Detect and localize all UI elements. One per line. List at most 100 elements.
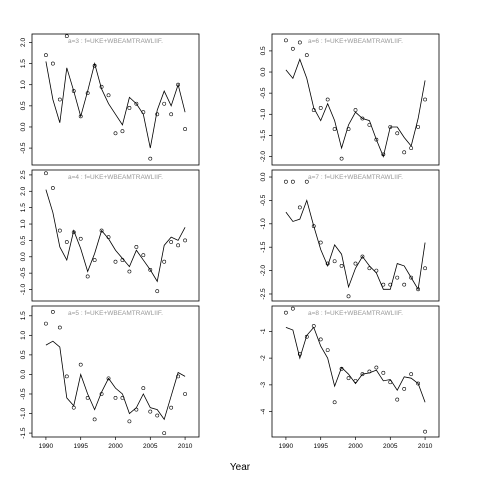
observed-point xyxy=(339,366,344,371)
observed-point xyxy=(318,337,323,342)
y-tick-label: 1.0 xyxy=(20,80,27,89)
observed-point xyxy=(57,325,62,330)
observed-point xyxy=(290,46,295,51)
observed-point xyxy=(402,150,407,155)
observed-point xyxy=(44,53,48,58)
observed-point xyxy=(162,259,167,264)
observed-point xyxy=(169,240,174,244)
observed-point xyxy=(367,122,372,127)
observed-point xyxy=(388,125,393,129)
y-tick-label: -1.5 xyxy=(260,129,267,141)
observed-point xyxy=(99,228,104,233)
y-tick-label: -1.5 xyxy=(20,427,27,439)
observed-point xyxy=(148,409,153,414)
observed-point xyxy=(176,82,181,87)
observed-point xyxy=(304,53,309,58)
observed-point xyxy=(353,378,358,383)
observed-point xyxy=(381,370,386,375)
observed-point xyxy=(395,275,400,280)
panel-frame xyxy=(31,33,200,166)
y-tick-label: -2.5 xyxy=(260,288,267,300)
panel-2: a=6 : f=UKE+WBEAMTRAWLIIF. 0.5 0.0 -0.5 -1.0… xyxy=(260,33,440,166)
observed-point xyxy=(325,261,330,266)
observed-point xyxy=(134,407,139,412)
fitted-line xyxy=(285,199,426,291)
observed-point xyxy=(402,282,407,287)
panel-6: a=8 : f=UKE+WBEAMTRAWLIIF. -1 -2 -3 -4 1990 19… xyxy=(260,305,440,450)
observed-point xyxy=(183,238,187,243)
observed-point xyxy=(127,106,132,110)
x-tick-label: 1990 xyxy=(39,443,54,450)
observed-point xyxy=(311,224,316,229)
observed-point xyxy=(92,63,97,68)
panel-title: a=4 : f=UKE+WBEAMTRAWLIIF. xyxy=(68,174,163,181)
y-tick-label: 2.5 xyxy=(20,170,27,179)
observed-point xyxy=(183,392,187,396)
observed-point xyxy=(71,405,76,410)
y-tick-label: 0.0 xyxy=(20,122,27,131)
panel-title: a=7 : f=UKE+WBEAMTRAWLIIF. xyxy=(308,174,403,181)
observed-point xyxy=(78,236,83,241)
y-tick-label: -1.5 xyxy=(260,241,267,253)
observed-point xyxy=(134,245,139,249)
y-tick-label: -0.5 xyxy=(20,267,27,279)
observed-point xyxy=(339,264,344,268)
y-tick-label: 1.0 xyxy=(20,219,27,228)
observed-point xyxy=(353,108,358,112)
observed-point xyxy=(113,259,118,264)
observed-point xyxy=(409,275,414,280)
observed-point xyxy=(332,400,337,405)
observed-point xyxy=(332,259,337,264)
observed-point xyxy=(155,112,160,117)
observed-point xyxy=(106,376,111,381)
panel-3: a=4 : f=UKE+WBEAMTRAWLIIF. 2.5 2.0 1.5 1.0 0.… xyxy=(20,169,200,302)
panel-title: a=5 : f=UKE+WBEAMTRAWLIIF. xyxy=(68,310,163,317)
observed-point xyxy=(92,417,97,422)
observed-point xyxy=(78,362,83,367)
observed-point xyxy=(367,266,372,271)
observed-point xyxy=(78,114,83,119)
observed-point xyxy=(423,266,427,271)
observed-point xyxy=(148,267,153,272)
y-tick-label: 2.0 xyxy=(20,186,27,195)
observed-point xyxy=(85,91,90,96)
observed-point xyxy=(169,405,174,410)
observed-point xyxy=(120,258,125,262)
y-tick-label: 0.5 xyxy=(260,46,267,55)
panels-group: a=3 : f=UKE+WBEAMTRAWLIIF. 2.0 1.5 1.0 0.5 0.… xyxy=(20,33,440,450)
observed-point xyxy=(127,269,132,274)
y-tick-label: 1.0 xyxy=(20,330,27,339)
y-tick-label: -2.0 xyxy=(260,151,267,163)
observed-point xyxy=(113,395,118,400)
observed-point xyxy=(92,258,97,262)
observed-point xyxy=(57,228,62,233)
observed-point xyxy=(409,372,414,377)
observed-point xyxy=(346,376,351,381)
x-tick-label: 2000 xyxy=(348,443,363,450)
observed-point xyxy=(141,386,146,391)
observed-point xyxy=(304,179,309,184)
y-tick-label: -1 xyxy=(260,328,267,334)
observed-point xyxy=(141,253,146,258)
observed-point xyxy=(374,268,379,273)
observed-point xyxy=(402,386,407,391)
panel-1: a=3 : f=UKE+WBEAMTRAWLIIF. 2.0 1.5 1.0 0.5 0.… xyxy=(20,33,200,166)
panel-title: a=3 : f=UKE+WBEAMTRAWLIIF. xyxy=(68,38,163,45)
y-tick-label: 0.5 xyxy=(20,236,27,245)
panel-frame xyxy=(31,169,200,302)
panel-title: a=8 : f=UKE+WBEAMTRAWLIIF. xyxy=(308,310,403,317)
observed-point xyxy=(388,282,393,287)
observed-point xyxy=(71,230,76,235)
y-tick-label: -1.0 xyxy=(260,108,267,120)
y-tick-label: 0.0 xyxy=(20,370,27,379)
y-tick-label: -0.5 xyxy=(260,194,267,206)
observed-point xyxy=(290,179,295,184)
observed-point xyxy=(127,419,132,424)
observed-point xyxy=(297,352,302,357)
observed-point xyxy=(134,101,139,106)
observed-point xyxy=(176,243,181,248)
observed-point xyxy=(297,205,302,210)
fitted-line xyxy=(285,326,426,403)
observed-point xyxy=(360,116,365,121)
